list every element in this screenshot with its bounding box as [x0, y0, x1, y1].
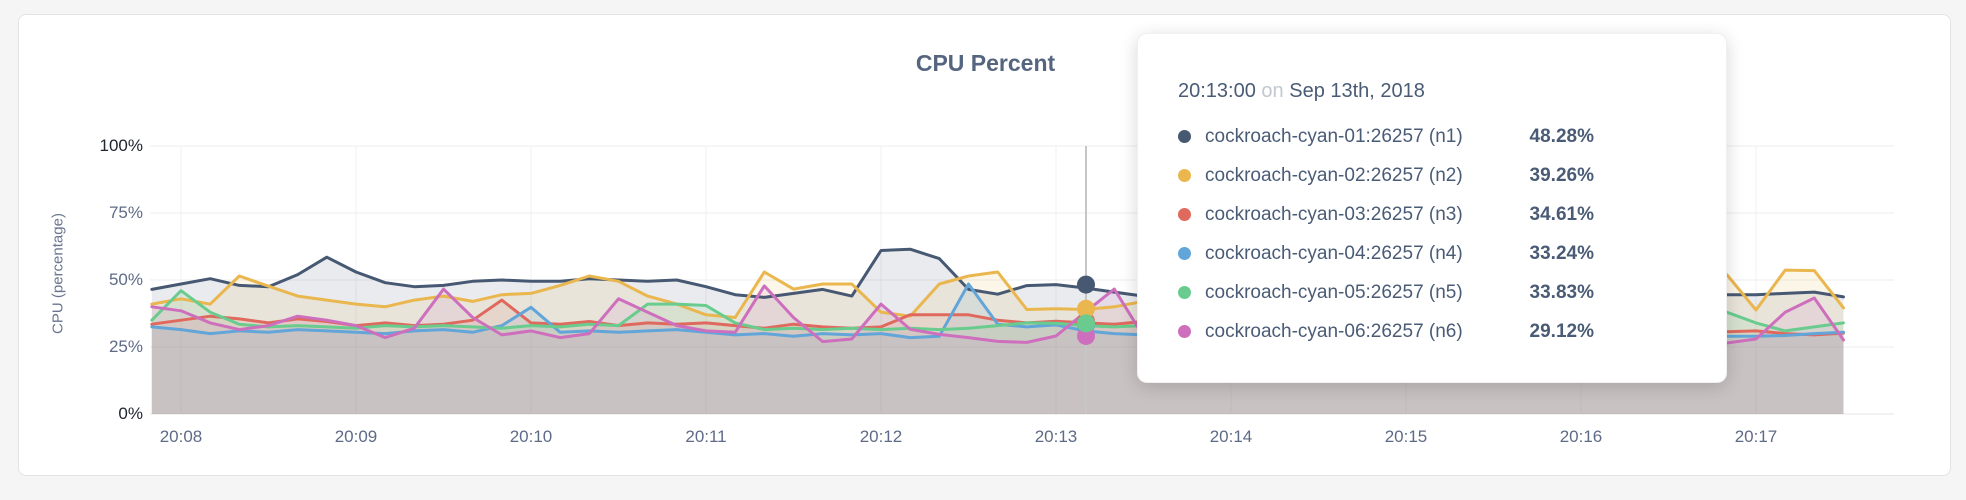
node-value: 39.26%	[1529, 164, 1594, 186]
x-tick-label: 20:10	[509, 427, 553, 446]
tooltip-row: cockroach-cyan-02:26257 (n2) 39.26%	[1178, 156, 1594, 195]
legend-dot-icon	[1178, 208, 1191, 221]
hover-dot-n6	[1077, 326, 1095, 345]
y-tick-label: 25%	[108, 337, 143, 356]
legend-dot-icon	[1178, 169, 1191, 182]
tooltip-row: cockroach-cyan-05:26257 (n5) 33.83%	[1178, 273, 1594, 312]
tooltip-date: Sep 13th, 2018	[1289, 80, 1425, 102]
chart-title: CPU Percent	[915, 50, 1056, 76]
tooltip-row: cockroach-cyan-04:26257 (n4) 33.24%	[1178, 234, 1594, 273]
tooltip-time: 20:13:00	[1178, 80, 1256, 102]
y-tick-label: 50%	[108, 270, 143, 289]
node-name: cockroach-cyan-03:26257 (n3)	[1205, 203, 1463, 225]
hover-dot-n1	[1077, 275, 1095, 294]
node-name: cockroach-cyan-06:26257 (n6)	[1205, 320, 1463, 342]
hover-tooltip: 20:13:00 on Sep 13th, 2018 cockroach-cya…	[1137, 33, 1727, 383]
node-name: cockroach-cyan-02:26257 (n2)	[1205, 164, 1463, 186]
tooltip-row: cockroach-cyan-06:26257 (n6) 29.12%	[1178, 312, 1594, 351]
hover-dot-n2	[1077, 299, 1095, 318]
y-tick-label: 0%	[118, 404, 143, 423]
y-tick-label: 100%	[99, 136, 143, 155]
node-name: cockroach-cyan-04:26257 (n4)	[1205, 242, 1463, 264]
node-value: 29.12%	[1529, 320, 1594, 342]
tooltip-header: 20:13:00 on Sep 13th, 2018	[1178, 78, 1594, 104]
x-tick-label: 20:14	[1209, 427, 1253, 446]
x-tick-label: 20:15	[1384, 427, 1428, 446]
node-value: 48.28%	[1529, 125, 1594, 147]
x-tick-label: 20:11	[685, 427, 727, 446]
series-area-n5	[151, 290, 1844, 414]
x-tick-label: 20:13	[1034, 427, 1078, 446]
tooltip-rows: cockroach-cyan-01:26257 (n1) 48.28% cockro…	[1178, 117, 1594, 351]
tooltip-row: cockroach-cyan-03:26257 (n3) 34.61%	[1178, 195, 1594, 234]
node-value: 34.61%	[1529, 203, 1594, 225]
x-tick-label: 20:17	[1734, 427, 1778, 446]
legend-dot-icon	[1178, 325, 1191, 338]
x-tick-label: 20:08	[159, 427, 203, 446]
legend-dot-icon	[1178, 247, 1191, 260]
node-value: 33.83%	[1529, 281, 1594, 303]
x-tick-label: 20:12	[859, 427, 903, 446]
node-name: cockroach-cyan-05:26257 (n5)	[1205, 281, 1463, 303]
tooltip-row: cockroach-cyan-01:26257 (n1) 48.28%	[1178, 117, 1594, 156]
x-tick-label: 20:16	[1559, 427, 1603, 446]
node-name: cockroach-cyan-01:26257 (n1)	[1205, 125, 1463, 147]
legend-dot-icon	[1178, 286, 1191, 299]
y-tick-label: 75%	[108, 203, 143, 222]
legend-dot-icon	[1178, 130, 1191, 143]
x-tick-label: 20:09	[334, 427, 378, 446]
node-value: 33.24%	[1529, 242, 1594, 264]
hover-dot-n5	[1077, 314, 1095, 333]
tooltip-on-word: on	[1261, 80, 1284, 102]
